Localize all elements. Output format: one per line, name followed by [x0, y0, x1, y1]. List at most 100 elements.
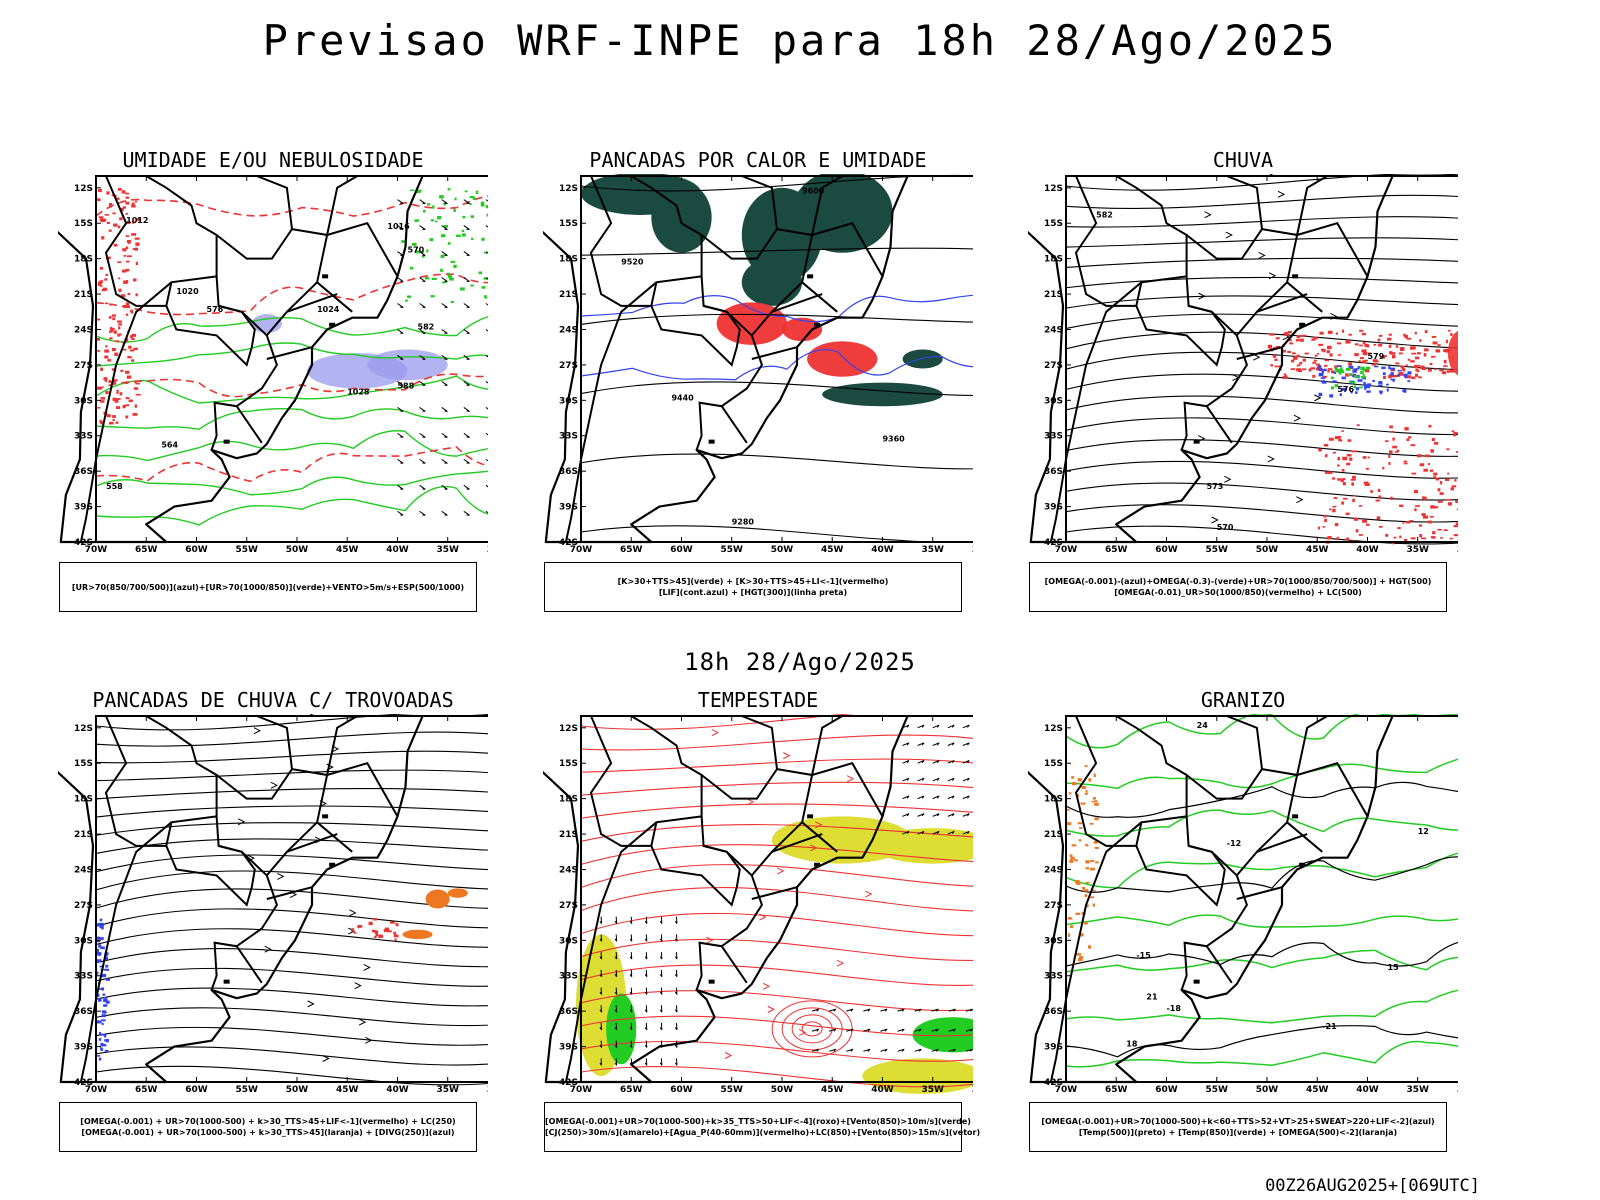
- lat-tick-label: 18S: [74, 255, 93, 265]
- lon-tick-label: 35W: [921, 1085, 944, 1095]
- lon-tick-label: 30W: [972, 1085, 973, 1095]
- lat-tick-label: 15S: [559, 759, 578, 769]
- contour-label: 1020: [176, 287, 199, 296]
- lat-tick-label: 36S: [74, 1007, 93, 1017]
- lon-tick-label: 55W: [236, 545, 259, 555]
- map-chuva: 582 579 576 573 570 12S 15S 18S 21S 24S 27S 30S 33S 3…: [1028, 174, 1458, 555]
- lat-tick-label: 30S: [74, 396, 93, 406]
- lon-tick-label: 30W: [1457, 545, 1458, 555]
- panel-title: PANCADAS DE CHUVA C/ TROVOADAS: [92, 688, 454, 712]
- contour-label: 21: [1146, 992, 1158, 1001]
- lat-tick-label: 30S: [559, 936, 578, 946]
- lon-tick-label: 45W: [821, 545, 844, 555]
- lon-tick-label: 50W: [771, 1085, 794, 1095]
- lat-tick-label: 12S: [74, 724, 93, 734]
- lat-tick-label: 27S: [1044, 901, 1063, 911]
- legend-line: [OMEGA(-0.001) + UR>70(1000-500) + k>30_…: [80, 1117, 456, 1126]
- lat-tick-label: 33S: [74, 432, 93, 442]
- legend-line: [OMEGA(-0.001)+UR>70(1000-500)+k>35_TTS>…: [545, 1117, 971, 1126]
- lon-tick-label: 40W: [386, 1085, 409, 1095]
- contour-label: 570: [1217, 523, 1234, 532]
- lon-tick-label: 50W: [286, 545, 309, 555]
- lat-tick-label: 15S: [559, 219, 578, 229]
- lon-tick-label: 70W: [1055, 1085, 1078, 1095]
- lat-tick-label: 12S: [559, 184, 578, 194]
- lat-tick-label: 27S: [559, 361, 578, 371]
- lat-tick-label: 36S: [74, 467, 93, 477]
- panel-title: TEMPESTADE: [697, 688, 819, 712]
- lat-tick-label: 24S: [74, 325, 93, 335]
- lon-tick-label: 45W: [336, 1085, 359, 1095]
- contour-label: 582: [418, 322, 435, 331]
- legend-line: [OMEGA(-0.001)-(azul)+OMEGA(-0.3)-(verde…: [1044, 577, 1432, 586]
- lon-tick-label: 55W: [236, 1085, 259, 1095]
- lat-tick-label: 27S: [1044, 361, 1063, 371]
- legend-line: [OMEGA(-0.01)_UR>50(1000/850)(vermelho) …: [1114, 588, 1362, 597]
- panel-legend: [OMEGA(-0.001)+UR>70(1000-500)+k>35_TTS>…: [544, 1102, 981, 1152]
- contour-label: 573: [1207, 482, 1224, 491]
- lat-tick-label: 27S: [74, 361, 93, 371]
- map-umidade: 1012 1016 1020 1024 1028 570 576 582 588 558 564 12…: [58, 175, 488, 555]
- lon-tick-label: 35W: [921, 545, 944, 555]
- lat-tick-label: 24S: [1044, 865, 1063, 875]
- lon-tick-label: 50W: [1256, 545, 1279, 555]
- panel-title: PANCADAS POR CALOR E UMIDADE: [589, 148, 927, 172]
- lat-tick-label: 21S: [1044, 830, 1063, 840]
- lat-tick-label: 21S: [559, 290, 578, 300]
- lon-tick-label: 40W: [1356, 1085, 1379, 1095]
- lat-tick-label: 21S: [74, 290, 93, 300]
- lat-tick-label: 42S: [559, 1078, 578, 1088]
- lat-tick-label: 15S: [74, 219, 93, 229]
- lat-tick-label: 21S: [1044, 290, 1063, 300]
- lon-tick-label: 40W: [871, 1085, 894, 1095]
- legend-line: [CJ(250)>30m/s](amarelo)+[Agua_P(40-60mm…: [545, 1128, 981, 1137]
- lat-tick-label: 36S: [1044, 1007, 1063, 1017]
- lat-tick-label: 12S: [1044, 724, 1063, 734]
- lat-tick-label: 42S: [1044, 538, 1063, 548]
- contour-label: 582: [1096, 210, 1113, 219]
- panel-legend: [OMEGA(-0.001) + UR>70(1000-500) + k>30_…: [59, 1102, 477, 1152]
- lat-tick-label: 12S: [559, 724, 578, 734]
- lat-tick-label: 27S: [74, 901, 93, 911]
- lon-tick-label: 70W: [570, 1085, 593, 1095]
- lat-tick-label: 18S: [559, 255, 578, 265]
- contour-label: 9360: [882, 435, 905, 444]
- lat-tick-label: 12S: [74, 184, 93, 194]
- legend-line: [OMEGA(-0.001)+UR>70(1000-500)+k<60+TTS>…: [1041, 1117, 1435, 1126]
- lon-tick-label: 45W: [821, 1085, 844, 1095]
- lat-tick-label: 33S: [74, 972, 93, 982]
- lon-tick-label: 65W: [1105, 1085, 1128, 1095]
- panel-title: GRANIZO: [1200, 688, 1286, 712]
- lat-tick-label: 39S: [1044, 1043, 1063, 1053]
- lat-tick-label: 30S: [559, 396, 578, 406]
- contour-label: -21: [1322, 1022, 1337, 1031]
- lat-tick-label: 30S: [1044, 396, 1063, 406]
- lat-tick-label: 21S: [74, 830, 93, 840]
- contour-label: 9280: [732, 517, 755, 526]
- contour-label: 12: [1418, 827, 1429, 836]
- lon-tick-label: 55W: [721, 545, 744, 555]
- lat-tick-label: 39S: [1044, 503, 1063, 513]
- lat-tick-label: 15S: [1044, 759, 1063, 769]
- contour-label: -15: [1136, 951, 1151, 960]
- page-title: Previsao WRF-INPE para 18h 28/Ago/2025: [262, 16, 1338, 65]
- contour-label: -18: [1166, 1004, 1181, 1013]
- lon-tick-label: 70W: [1055, 545, 1078, 555]
- lon-tick-label: 45W: [336, 545, 359, 555]
- panel-title: UMIDADE E/OU NEBULOSIDADE: [122, 148, 424, 172]
- lat-tick-label: 39S: [559, 503, 578, 513]
- lon-tick-label: 50W: [1256, 1085, 1279, 1095]
- lon-tick-label: 50W: [286, 1085, 309, 1095]
- lon-tick-label: 70W: [85, 545, 108, 555]
- contour-label: 570: [408, 246, 425, 255]
- panel-trovoadas: PANCADAS DE CHUVA C/ TROVOADAS 12S 15S 18S…: [58, 688, 488, 1168]
- panel-umidade: UMIDADE E/OU NEBULOSIDADE 1012 1016 1020 10…: [58, 148, 488, 628]
- lon-tick-label: 35W: [436, 545, 459, 555]
- lat-tick-label: 33S: [1044, 432, 1063, 442]
- contour-label: 576: [1337, 385, 1354, 394]
- contour-label: 18: [1126, 1040, 1138, 1049]
- lon-tick-label: 60W: [185, 1085, 208, 1095]
- contour-label: 1024: [317, 305, 340, 314]
- contour-label: -12: [1227, 839, 1241, 848]
